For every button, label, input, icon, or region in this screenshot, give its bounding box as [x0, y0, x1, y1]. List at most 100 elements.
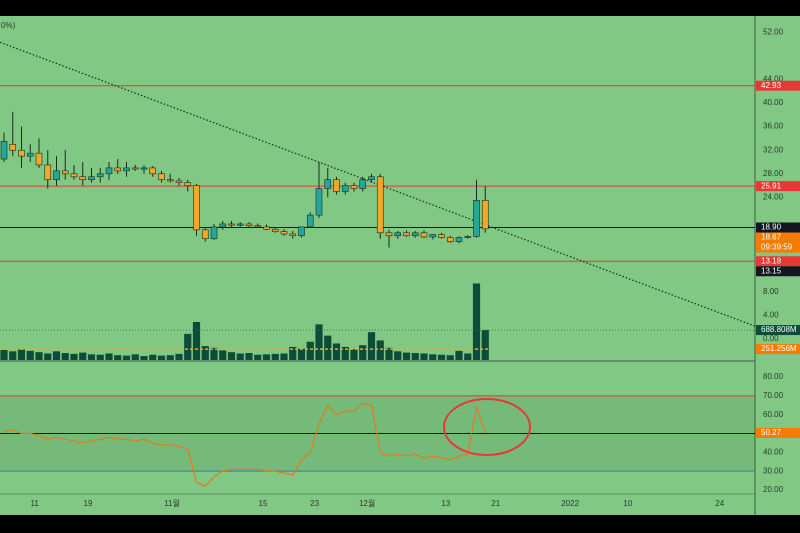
candle-body — [18, 149, 25, 157]
candle-body — [271, 228, 279, 232]
candle-body — [263, 226, 270, 230]
candle-body — [88, 176, 95, 181]
x-tick-label: 11 — [30, 499, 39, 508]
volume-bar — [70, 353, 78, 360]
volume-bar — [332, 343, 341, 360]
y-tick-label: 28.00 — [763, 169, 784, 178]
candle-body — [324, 179, 332, 189]
volume-bar — [411, 353, 419, 360]
price-badge — [756, 80, 800, 91]
volume-bar — [236, 353, 244, 360]
x-tick-label: 23 — [310, 499, 319, 508]
x-tick-label: 10 — [623, 499, 632, 508]
volume-bar — [472, 283, 481, 360]
candle-body — [280, 231, 288, 235]
candle-body — [359, 179, 367, 189]
volume-bar — [175, 353, 183, 360]
volume-bar — [367, 332, 376, 360]
y-tick-label: 4.00 — [763, 311, 779, 320]
candle-body — [228, 223, 235, 226]
candle-body — [158, 173, 165, 181]
candle-body — [166, 179, 174, 182]
volume-bar — [429, 354, 437, 360]
candle-body — [184, 182, 192, 186]
volume-bar — [201, 346, 209, 360]
candle-body — [219, 223, 227, 228]
rsi-line — [3, 402, 486, 487]
rsi-tick-label: 40.00 — [763, 447, 784, 456]
volume-bar — [192, 322, 201, 360]
candle-body — [464, 236, 472, 238]
header-fragment: 0%) — [1, 21, 16, 30]
candle-body — [315, 188, 323, 216]
candle-body — [254, 225, 262, 228]
trend-line — [0, 41, 761, 329]
candle-body — [79, 176, 87, 181]
volume-bar — [157, 355, 166, 360]
volume-bar — [149, 354, 157, 360]
badge-label: 13.15 — [761, 266, 782, 275]
candle-body — [149, 167, 157, 175]
volume-bar — [184, 333, 192, 360]
price-badge — [756, 232, 800, 253]
y-tick-label: 8.00 — [763, 287, 779, 296]
volume-bar — [455, 350, 463, 360]
volume-bar — [437, 354, 446, 360]
volume-bar — [420, 353, 428, 360]
price-badge — [756, 344, 800, 355]
volume-bar — [289, 346, 297, 360]
volume-bar — [394, 351, 402, 360]
volume-bar — [306, 341, 314, 360]
volume-bar — [96, 354, 104, 360]
badge-label: 18.67 — [761, 233, 782, 242]
volume-bar — [140, 356, 148, 360]
candle-body — [289, 233, 297, 237]
y-tick-label: 44.00 — [763, 75, 784, 84]
candle-body — [9, 144, 17, 151]
badge-label: 13.18 — [761, 256, 782, 265]
price-badge — [756, 325, 800, 336]
candle-body — [53, 170, 60, 181]
x-tick-label: 21 — [491, 499, 500, 508]
candle-body — [438, 234, 445, 238]
badge-label: 42.93 — [761, 81, 782, 90]
volume-bar — [35, 352, 43, 360]
volume-bar — [245, 353, 253, 360]
candle-body — [26, 152, 34, 157]
candle-body — [70, 173, 78, 178]
volume-bar — [280, 353, 288, 360]
volume-bar — [87, 354, 96, 360]
y-tick-label: 24.00 — [763, 193, 784, 202]
rsi-tick-label: 30.00 — [763, 466, 784, 475]
candle-body — [123, 167, 130, 172]
badge-label: 251.256M — [761, 344, 797, 353]
volume-bar — [0, 350, 8, 360]
candle-body — [446, 237, 454, 242]
x-tick-label: 2022 — [561, 499, 579, 508]
price-badge — [756, 181, 800, 192]
candle-body — [298, 226, 305, 237]
volume-bar — [350, 349, 358, 360]
candle-body — [411, 232, 419, 237]
volume-bar — [17, 349, 26, 360]
price-badge — [756, 428, 800, 439]
volume-bar — [166, 355, 174, 360]
badge-sub: 09:39:59 — [761, 243, 793, 252]
volume-bar — [315, 324, 323, 360]
candle-body — [481, 200, 489, 230]
candle-body — [0, 141, 8, 160]
y-tick-label: 36.00 — [763, 122, 784, 131]
volume-bar — [262, 354, 271, 360]
rsi-tick-label: 70.00 — [763, 391, 784, 400]
y-tick-label: 32.00 — [763, 145, 784, 154]
volume-bar — [227, 352, 236, 360]
price-badge — [756, 256, 800, 267]
candle-body — [429, 234, 437, 238]
y-tick-label: 40.00 — [763, 98, 784, 107]
candle-body — [105, 167, 113, 175]
candle-body — [96, 173, 104, 178]
candle-body — [140, 167, 148, 170]
volume-bar — [271, 353, 279, 360]
volume-bar — [122, 355, 131, 360]
